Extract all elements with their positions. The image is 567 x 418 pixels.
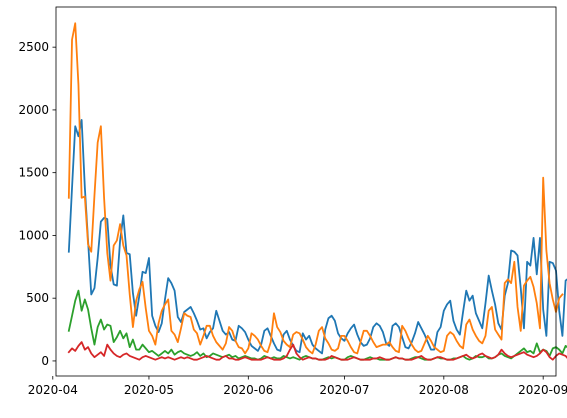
x-tick-label: 2020-08 [419,383,469,397]
series-line-4 [67,341,567,361]
axes-layer [55,6,557,377]
y-tick-label: 2500 [18,40,49,54]
y-tick-label: 0 [41,354,49,368]
x-tick-label: 2020-04 [28,383,78,397]
x-axis-ticks: 2020-04 2020-05 2020-06 2020-07 2020-08 2020-… [28,376,567,397]
y-tick-label: 2000 [18,103,49,117]
x-tick-label: 2020-09 [518,383,567,397]
plot-frame [55,6,557,377]
x-tick-label: 2020-06 [223,383,273,397]
y-axis-ticks: 0 500 1000 1500 2000 2500 [18,40,56,368]
series-layer [67,22,567,361]
x-tick-label: 2020-05 [124,383,174,397]
series-line-1 [67,119,567,355]
y-tick-label: 1500 [18,166,49,180]
y-tick-label: 500 [26,291,49,305]
series-line-2 [67,22,564,355]
x-tick-label: 2020-07 [319,383,369,397]
y-tick-label: 1000 [18,228,49,242]
